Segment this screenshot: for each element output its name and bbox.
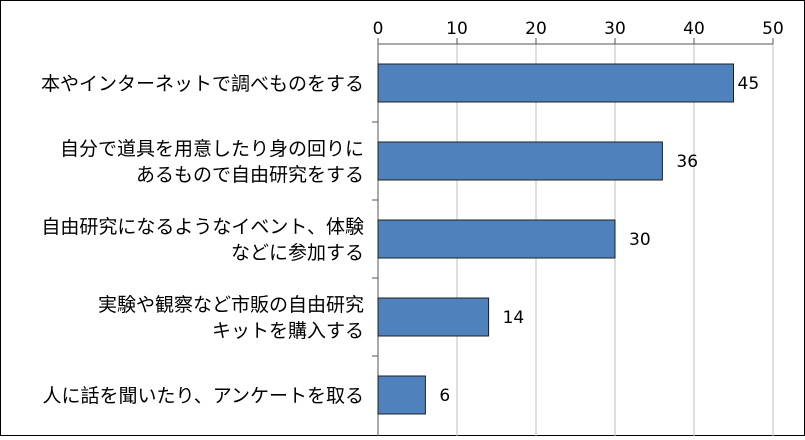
bar-0 xyxy=(377,63,734,103)
category-label-3-1: キットを購入する xyxy=(212,320,364,342)
category-label-1-1: あるもので自由研究をする xyxy=(136,164,364,186)
bar-1 xyxy=(377,141,663,181)
category-label-4-0: 人に話を聞いたり、アンケートを取る xyxy=(43,385,364,407)
category-label-1-0: 自分で道具を用意したり身の回りに xyxy=(60,138,364,160)
bar-2 xyxy=(377,219,616,259)
bar-3 xyxy=(377,297,490,337)
value-label-3: 14 xyxy=(503,308,525,328)
x-tick-label: 0 xyxy=(373,19,384,39)
category-label-2-1: などに参加する xyxy=(231,242,364,264)
value-label-2: 30 xyxy=(629,230,651,250)
x-tick-label: 40 xyxy=(683,19,705,39)
bar-4 xyxy=(377,375,426,415)
value-label-1: 36 xyxy=(676,152,698,172)
category-label-3-0: 実験や観察など市販の自由研究 xyxy=(98,294,364,316)
value-label-0: 45 xyxy=(738,74,760,94)
x-tick-label: 50 xyxy=(762,19,784,39)
category-label-2-0: 自由研究になるようなイベント、体験 xyxy=(41,216,364,238)
value-label-4: 6 xyxy=(439,386,450,406)
x-tick-label: 10 xyxy=(446,19,468,39)
category-label-0-0: 本やインターネットで調べものをする xyxy=(41,73,364,95)
x-tick-label: 20 xyxy=(525,19,547,39)
x-tick-label: 30 xyxy=(604,19,626,39)
